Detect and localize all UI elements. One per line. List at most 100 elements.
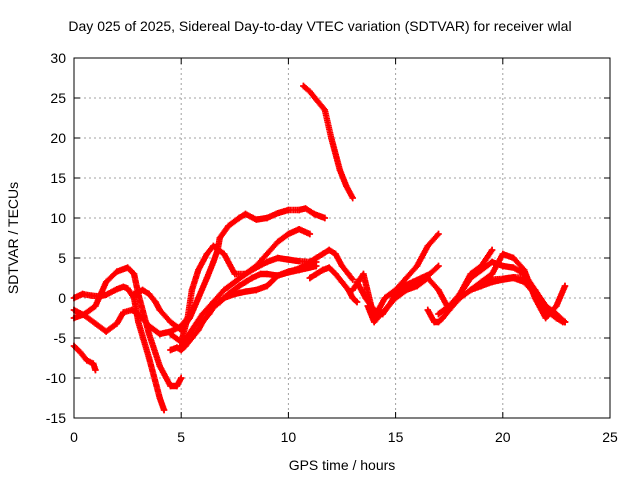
data-point bbox=[124, 264, 131, 271]
data-point bbox=[81, 310, 88, 318]
data-point bbox=[313, 96, 320, 103]
data-point bbox=[306, 264, 314, 271]
data-point bbox=[274, 238, 281, 246]
data-point bbox=[488, 270, 496, 278]
data-point bbox=[338, 278, 346, 286]
data-point bbox=[499, 262, 506, 270]
data-point bbox=[231, 278, 238, 286]
data-point bbox=[349, 294, 356, 302]
data-point bbox=[317, 213, 324, 220]
data-point bbox=[242, 288, 249, 295]
data-point bbox=[413, 282, 421, 290]
data-point bbox=[225, 290, 232, 298]
data-point bbox=[488, 246, 496, 254]
data-point bbox=[139, 286, 146, 294]
data-point bbox=[184, 314, 191, 322]
data-point bbox=[156, 330, 163, 338]
data-point bbox=[285, 206, 292, 214]
data-point bbox=[424, 306, 431, 314]
data-point bbox=[409, 278, 416, 286]
data-point bbox=[424, 242, 431, 250]
data-point bbox=[167, 318, 174, 326]
data-point bbox=[225, 222, 232, 230]
data-point bbox=[542, 306, 549, 314]
y-tick-label: 15 bbox=[50, 170, 66, 186]
series-markers bbox=[467, 274, 569, 326]
data-point bbox=[478, 282, 485, 290]
data-point bbox=[319, 250, 326, 258]
x-tick-label: 20 bbox=[495, 429, 511, 445]
data-point bbox=[413, 262, 421, 270]
data-point bbox=[313, 270, 320, 278]
y-tick-label: 30 bbox=[50, 50, 66, 66]
data-point bbox=[257, 270, 264, 278]
data-point bbox=[319, 266, 326, 274]
data-point bbox=[488, 278, 496, 286]
data-point bbox=[332, 270, 339, 278]
data-point bbox=[152, 298, 159, 306]
data-point bbox=[343, 182, 350, 190]
data-point bbox=[173, 382, 181, 390]
series-markers bbox=[70, 264, 185, 390]
data-point bbox=[210, 258, 217, 266]
data-point bbox=[130, 270, 138, 278]
data-point bbox=[381, 294, 389, 302]
data-point bbox=[242, 210, 249, 218]
data-point bbox=[392, 294, 399, 302]
data-point bbox=[345, 270, 352, 278]
data-point bbox=[235, 282, 243, 290]
data-point bbox=[92, 366, 99, 374]
data-point bbox=[456, 290, 464, 298]
data-point bbox=[349, 194, 356, 202]
data-point bbox=[338, 262, 346, 270]
data-point bbox=[113, 286, 121, 293]
data-point bbox=[306, 258, 314, 266]
x-axis-label: GPS time / hours bbox=[288, 457, 396, 473]
data-point bbox=[199, 310, 206, 318]
data-point bbox=[90, 360, 97, 367]
data-point bbox=[113, 320, 121, 327]
data-point bbox=[328, 134, 335, 142]
plot-frame bbox=[73, 57, 611, 419]
data-point bbox=[210, 242, 217, 250]
data-point bbox=[313, 254, 320, 262]
data-point bbox=[188, 326, 196, 334]
data-point bbox=[295, 266, 303, 274]
data-point bbox=[156, 306, 163, 314]
data-point bbox=[92, 320, 99, 327]
y-tick-label: -5 bbox=[54, 330, 67, 346]
data-point bbox=[531, 290, 539, 298]
data-point bbox=[145, 330, 153, 338]
data-point bbox=[253, 216, 260, 223]
series-track-10 bbox=[306, 264, 361, 306]
x-tick-label: 25 bbox=[602, 429, 618, 445]
data-point bbox=[499, 250, 506, 258]
data-point bbox=[353, 298, 361, 306]
data-point bbox=[364, 302, 371, 310]
data-point bbox=[300, 82, 307, 90]
y-tick-label: 20 bbox=[50, 130, 66, 146]
data-point bbox=[274, 272, 281, 279]
y-tick-label: 5 bbox=[58, 250, 66, 266]
data-point bbox=[167, 330, 174, 338]
data-point bbox=[510, 254, 517, 262]
x-tick-label: 15 bbox=[388, 429, 404, 445]
data-point bbox=[325, 246, 333, 254]
data-point bbox=[306, 88, 314, 95]
data-point bbox=[332, 250, 339, 258]
data-point bbox=[426, 270, 434, 278]
data-point bbox=[263, 214, 271, 222]
data-point bbox=[403, 286, 410, 294]
y-tick-label: 0 bbox=[58, 290, 66, 306]
data-point bbox=[235, 214, 243, 222]
data-point bbox=[253, 262, 260, 270]
data-point bbox=[295, 226, 303, 233]
series-track-18 bbox=[467, 274, 569, 326]
data-point bbox=[113, 268, 121, 275]
data-point bbox=[435, 230, 442, 238]
data-point bbox=[313, 262, 320, 270]
data-point bbox=[561, 318, 569, 326]
data-point bbox=[160, 406, 168, 414]
y-tick-label: -10 bbox=[46, 370, 66, 386]
